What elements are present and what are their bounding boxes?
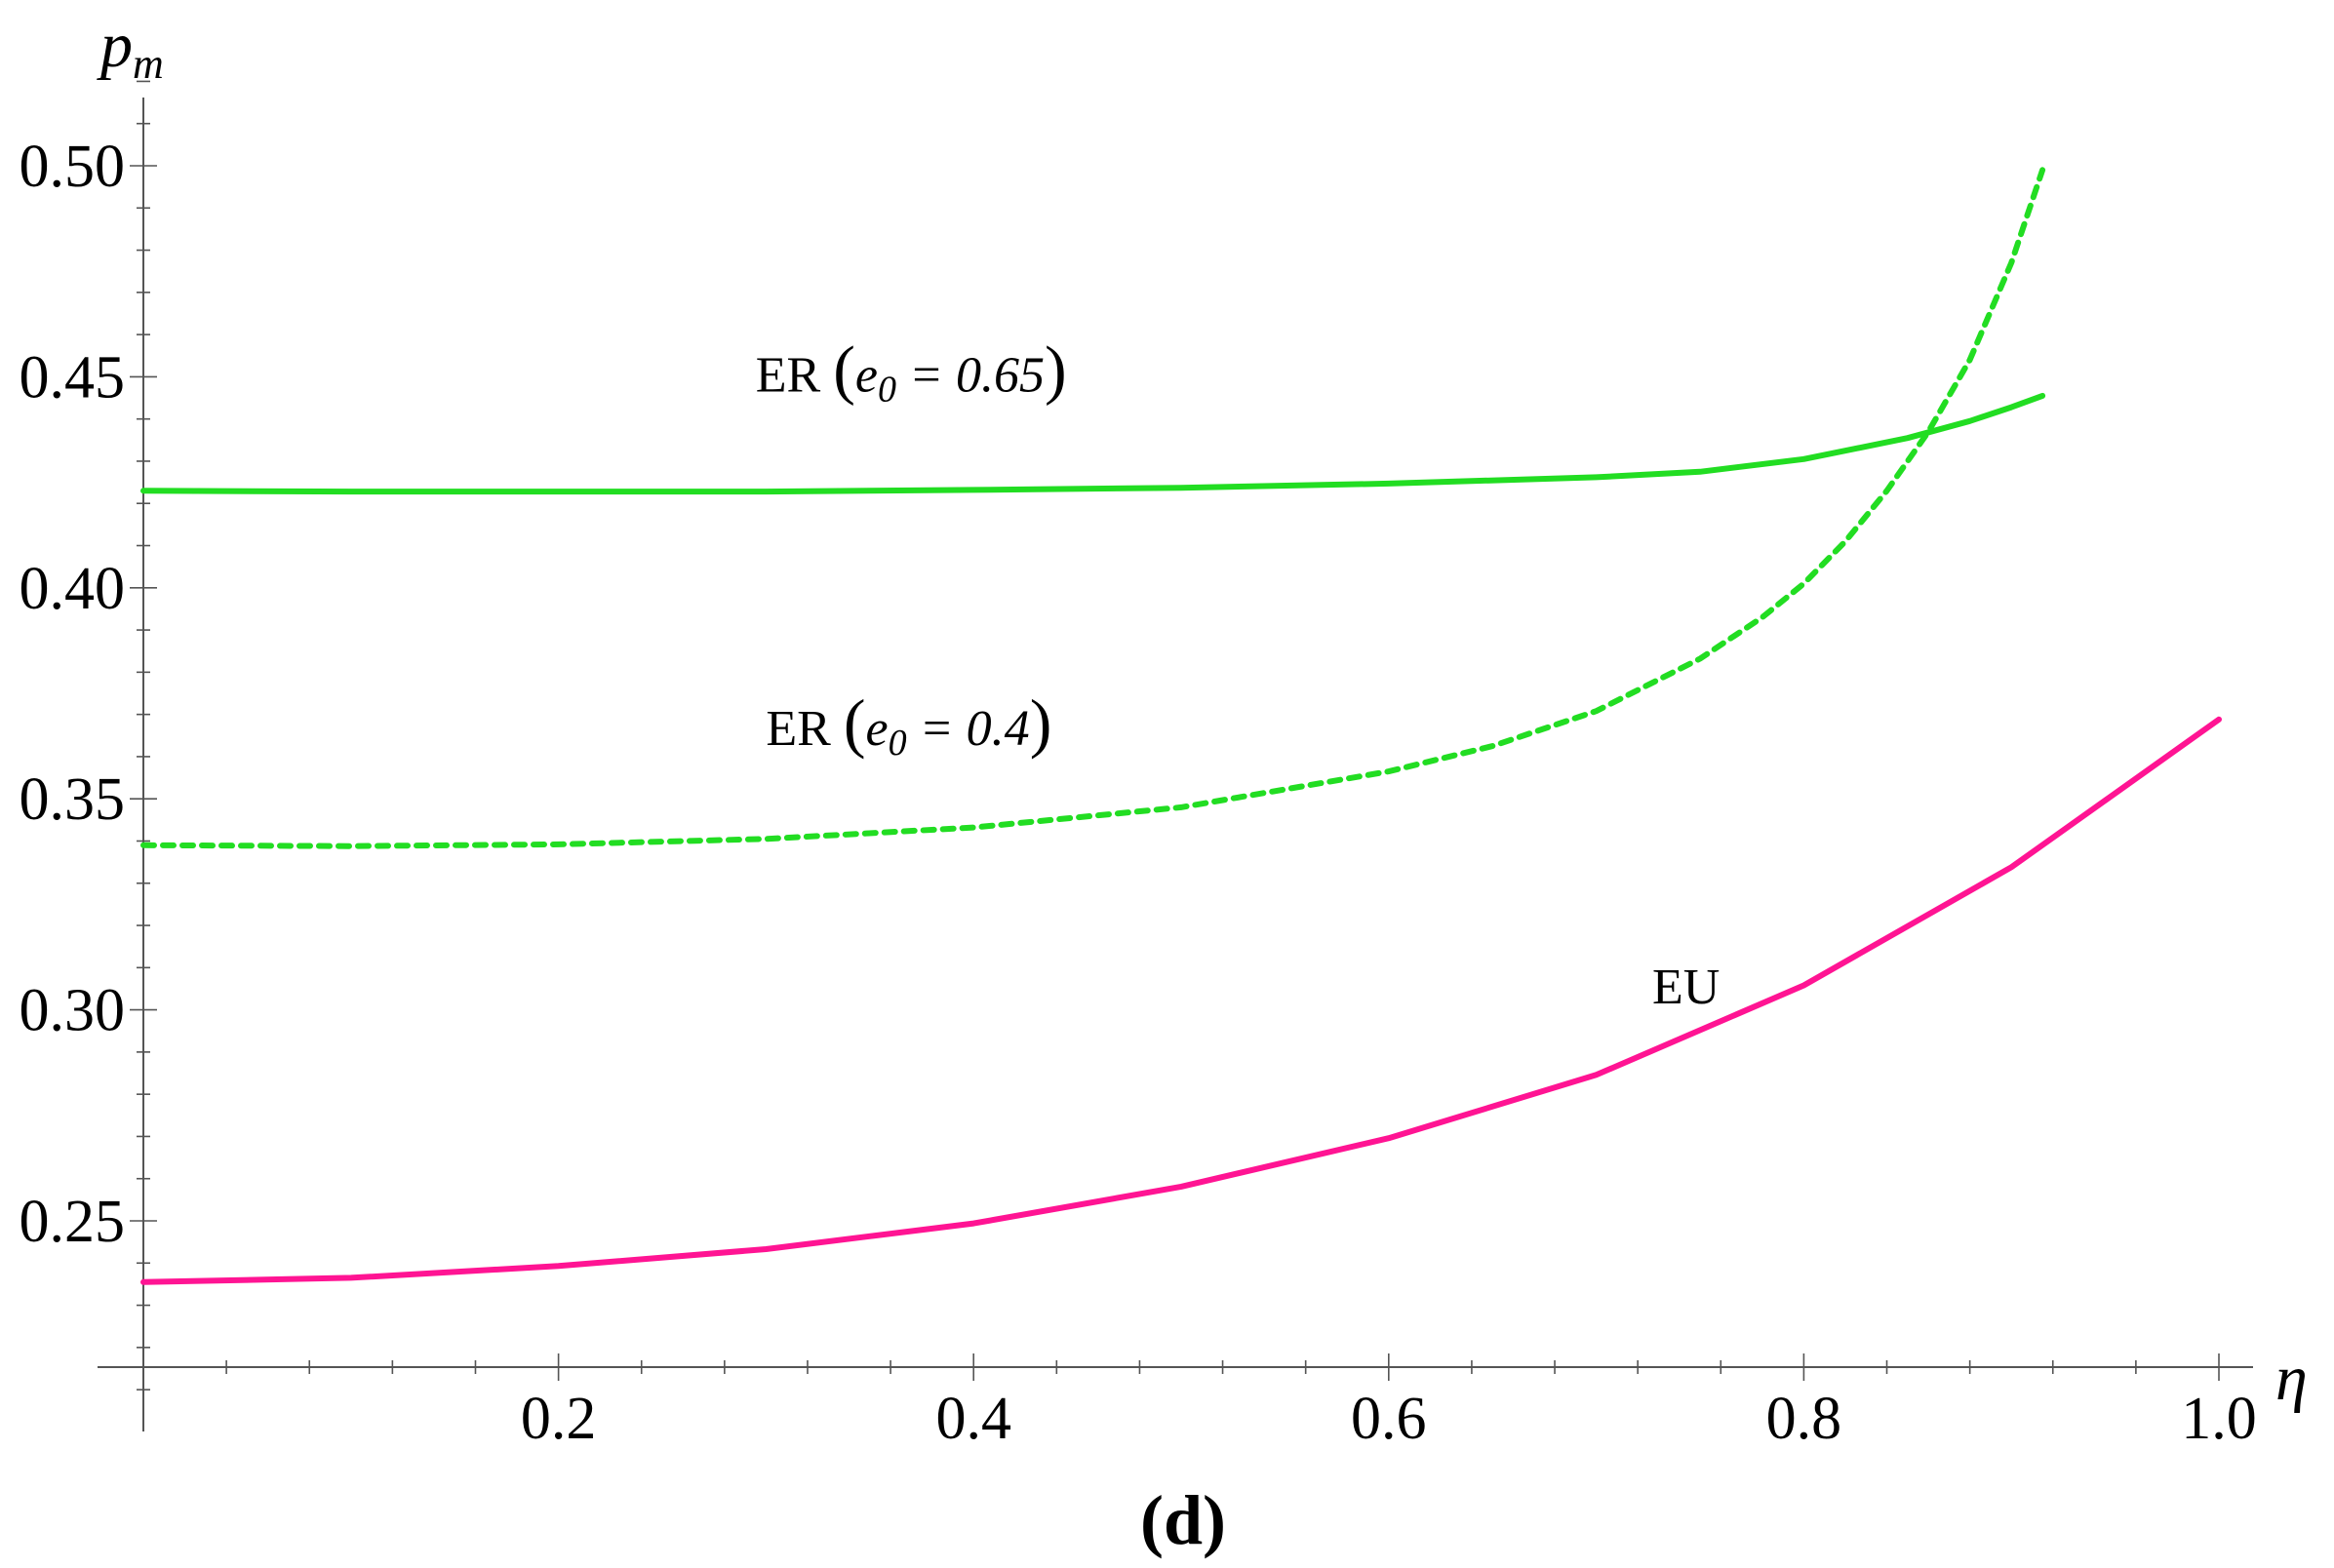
tick-labels-group: 0.2 0.4 0.6 0.8 1.0 0.25 0.30 0.35 0.40 0.45 0.50: [20, 134, 2257, 1452]
series-group: [140, 167, 2222, 1285]
y-axis-title-sub: m: [133, 40, 164, 88]
annotation-paren-close: ): [1045, 333, 1067, 407]
annotation-er04: ER (e0 = 0.4): [766, 686, 1051, 764]
y-tick-label: 0.50: [20, 134, 126, 200]
series-line: [140, 392, 2046, 495]
series-line: [140, 716, 2222, 1285]
x-tick-label: 0.2: [521, 1386, 597, 1452]
annotation-paren-open: (: [844, 686, 866, 760]
x-tick-label: 0.4: [935, 1386, 1011, 1452]
annotations-group: ER (e0 = 0.65)ER (e0 = 0.4)EU: [756, 333, 1721, 1016]
y-tick-label: 0.40: [20, 556, 126, 622]
x-tick-label: 0.6: [1351, 1386, 1427, 1452]
y-axis-title: pm: [97, 10, 164, 88]
y-tick-label: 0.45: [20, 344, 126, 411]
y-tick-label: 0.25: [20, 1189, 126, 1255]
x-tick-label: 1.0: [2181, 1386, 2257, 1452]
annotation-sub: 0: [878, 370, 896, 411]
annotation-eu: EU: [1652, 960, 1720, 1015]
annotation-var: e: [855, 348, 878, 404]
y-axis-title-main: p: [97, 10, 133, 81]
annotation-var: e: [866, 701, 889, 757]
plot-area: 0.2 0.4 0.6 0.8 1.00.250.300.350.400.450.50 …: [20, 10, 2308, 1559]
y-tick-label: 0.30: [20, 978, 126, 1044]
y-tick-label: 0.35: [20, 766, 126, 833]
ticks-group: [130, 80, 2220, 1391]
x-tick-label: 0.8: [1766, 1386, 1842, 1452]
annotation-paren-close: ): [1030, 686, 1052, 760]
series-line: [140, 167, 2046, 849]
annotation-paren-open: (: [833, 333, 855, 407]
annotation-rest: = 0.4: [907, 701, 1030, 757]
panel-label: (d): [1140, 1481, 1226, 1559]
x-axis-title: η: [2275, 1343, 2308, 1414]
annotation-rest: = 0.65: [896, 348, 1045, 404]
annotation-er065: ER (e0 = 0.65): [756, 333, 1067, 411]
annotation-prefix: ER: [766, 701, 843, 757]
annotation-sub: 0: [889, 723, 907, 764]
annotation-prefix: ER: [756, 348, 833, 404]
